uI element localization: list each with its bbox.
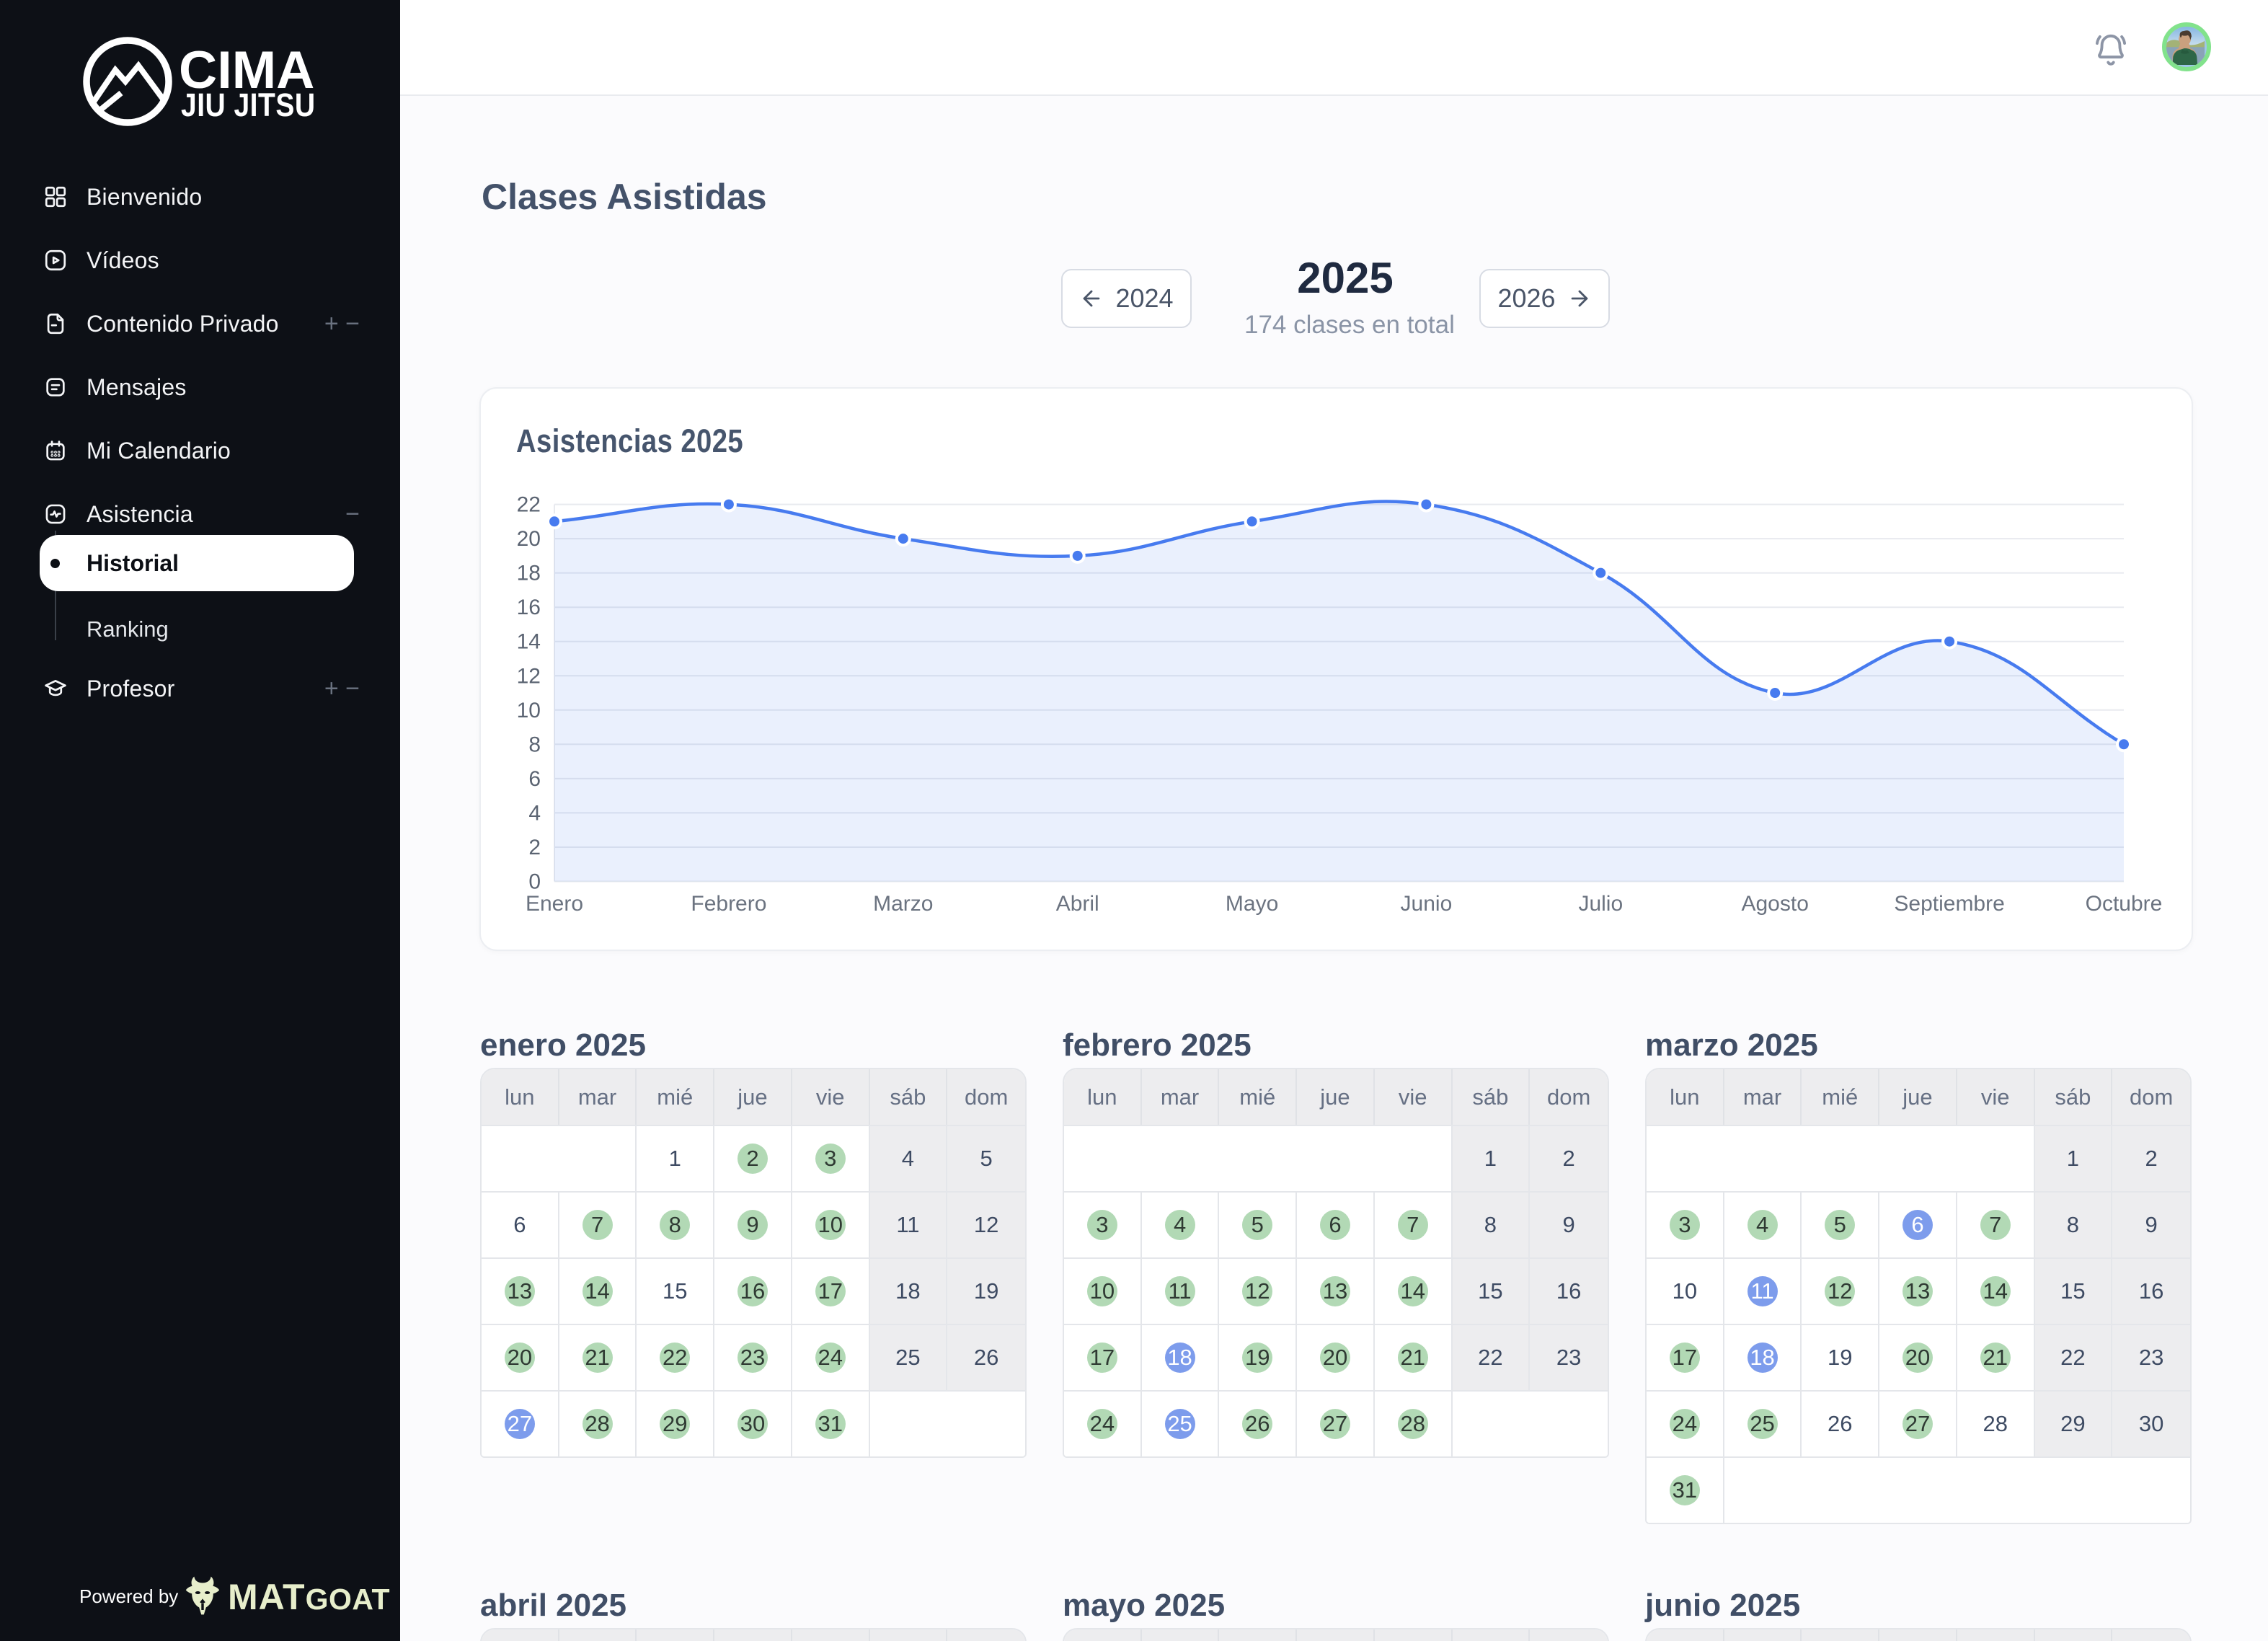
svg-text:22: 22	[517, 493, 541, 517]
svg-text:Junio: Junio	[1401, 892, 1453, 916]
svg-text:Septiembre: Septiembre	[1894, 892, 2004, 916]
svg-text:20: 20	[517, 527, 541, 551]
svg-text:0: 0	[528, 870, 541, 894]
svg-text:Agosto: Agosto	[1741, 892, 1808, 916]
svg-text:Febrero: Febrero	[691, 892, 766, 916]
svg-text:16: 16	[517, 596, 541, 619]
svg-text:Abril: Abril	[1056, 892, 1099, 916]
svg-text:8: 8	[528, 733, 541, 756]
svg-text:4: 4	[528, 801, 541, 825]
svg-text:Octubre: Octubre	[2086, 892, 2163, 916]
svg-text:2: 2	[528, 836, 541, 859]
svg-text:10: 10	[517, 699, 541, 722]
svg-text:Marzo: Marzo	[873, 892, 933, 916]
svg-text:12: 12	[517, 664, 541, 688]
svg-text:18: 18	[517, 562, 541, 585]
svg-text:14: 14	[517, 630, 541, 654]
svg-text:Mayo: Mayo	[1226, 892, 1278, 916]
svg-text:Enero: Enero	[526, 892, 583, 916]
svg-text:Julio: Julio	[1578, 892, 1623, 916]
svg-text:6: 6	[528, 767, 541, 791]
